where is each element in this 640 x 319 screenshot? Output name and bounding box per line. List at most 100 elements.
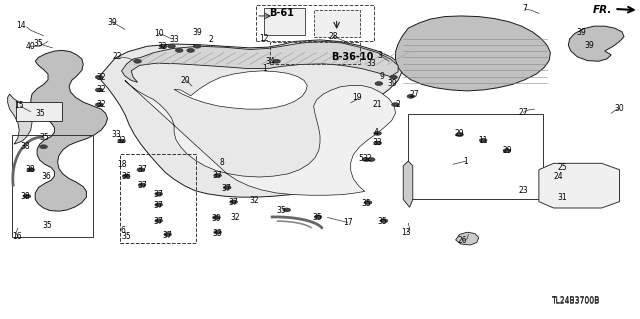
Text: 7: 7	[522, 4, 527, 13]
Circle shape	[503, 149, 511, 152]
Polygon shape	[8, 94, 32, 144]
Text: 12: 12	[260, 34, 269, 43]
Text: 11: 11	[478, 136, 487, 145]
Text: 37: 37	[228, 198, 238, 207]
Text: 14: 14	[16, 21, 26, 30]
Circle shape	[212, 216, 220, 219]
Text: 21: 21	[373, 100, 382, 109]
Text: 26: 26	[458, 236, 468, 245]
Circle shape	[118, 139, 125, 143]
Text: 35: 35	[312, 213, 322, 222]
Circle shape	[380, 219, 388, 223]
Text: 37: 37	[153, 201, 163, 210]
Circle shape	[122, 174, 130, 178]
Text: 13: 13	[401, 228, 412, 237]
Circle shape	[193, 44, 201, 48]
Circle shape	[230, 200, 237, 204]
Circle shape	[390, 75, 397, 79]
Text: 32: 32	[362, 154, 372, 163]
Circle shape	[134, 59, 141, 63]
Circle shape	[407, 94, 415, 98]
Text: 5: 5	[358, 154, 364, 163]
Text: 10: 10	[154, 29, 164, 38]
Circle shape	[456, 133, 463, 137]
Circle shape	[95, 88, 103, 92]
Polygon shape	[539, 163, 620, 208]
Circle shape	[392, 103, 399, 107]
Text: 1: 1	[463, 157, 468, 166]
Circle shape	[223, 186, 231, 189]
Text: 40: 40	[26, 42, 36, 51]
Circle shape	[95, 103, 103, 107]
Polygon shape	[456, 232, 479, 245]
Text: 17: 17	[342, 218, 353, 227]
Circle shape	[164, 233, 172, 236]
Text: 35: 35	[33, 39, 44, 48]
Text: 32: 32	[96, 100, 106, 109]
FancyBboxPatch shape	[16, 102, 62, 121]
Text: 4: 4	[373, 128, 378, 137]
Circle shape	[23, 194, 31, 198]
Circle shape	[367, 158, 375, 161]
Text: 1: 1	[262, 64, 267, 73]
Text: 37: 37	[221, 184, 232, 193]
Circle shape	[375, 82, 383, 85]
Text: 20: 20	[180, 76, 191, 85]
Circle shape	[95, 75, 103, 79]
Circle shape	[137, 168, 145, 172]
Text: 35: 35	[276, 206, 287, 215]
Text: 2: 2	[209, 35, 214, 44]
Text: 38: 38	[20, 192, 31, 201]
Text: 30: 30	[614, 104, 625, 113]
Text: 19: 19	[352, 93, 362, 102]
Text: 35: 35	[39, 133, 49, 142]
Text: 39: 39	[576, 28, 586, 37]
Text: 29: 29	[502, 146, 512, 155]
Text: 38: 38	[25, 165, 35, 174]
Text: 37: 37	[137, 165, 147, 174]
Text: 33: 33	[366, 59, 376, 68]
FancyBboxPatch shape	[314, 10, 360, 37]
Polygon shape	[403, 161, 413, 207]
Text: 35: 35	[362, 199, 372, 208]
Circle shape	[479, 138, 487, 142]
Text: 37: 37	[212, 171, 223, 180]
Circle shape	[374, 131, 381, 135]
Text: 35: 35	[121, 232, 131, 241]
Text: 37: 37	[153, 217, 163, 226]
Text: 37: 37	[162, 231, 172, 240]
Text: 29: 29	[454, 130, 464, 138]
Text: 35: 35	[35, 109, 45, 118]
Polygon shape	[396, 16, 550, 91]
Polygon shape	[31, 50, 108, 211]
Text: 22: 22	[113, 52, 122, 61]
Text: 34: 34	[265, 57, 275, 66]
Circle shape	[175, 48, 183, 52]
Text: 27: 27	[518, 108, 528, 117]
Text: 16: 16	[12, 232, 22, 241]
Text: TL24B3700B: TL24B3700B	[552, 296, 600, 305]
Text: 31: 31	[557, 193, 567, 202]
Polygon shape	[568, 26, 624, 61]
Text: 2: 2	[395, 100, 400, 109]
Circle shape	[138, 183, 146, 187]
Circle shape	[214, 174, 221, 177]
Circle shape	[155, 203, 163, 207]
Polygon shape	[99, 40, 402, 197]
Circle shape	[27, 168, 35, 172]
Circle shape	[40, 145, 47, 149]
Text: TL24B3700B: TL24B3700B	[552, 297, 600, 306]
Circle shape	[283, 208, 291, 212]
Polygon shape	[122, 41, 398, 82]
Circle shape	[155, 219, 163, 223]
Polygon shape	[174, 71, 307, 109]
Circle shape	[273, 59, 280, 63]
Text: 37: 37	[137, 181, 147, 189]
Text: 35: 35	[378, 217, 388, 226]
Text: 15: 15	[14, 101, 24, 110]
Text: 24: 24	[553, 172, 563, 181]
Text: 32: 32	[249, 196, 259, 205]
Text: B-61: B-61	[269, 8, 294, 18]
Text: 8: 8	[219, 158, 224, 167]
Circle shape	[314, 215, 322, 219]
